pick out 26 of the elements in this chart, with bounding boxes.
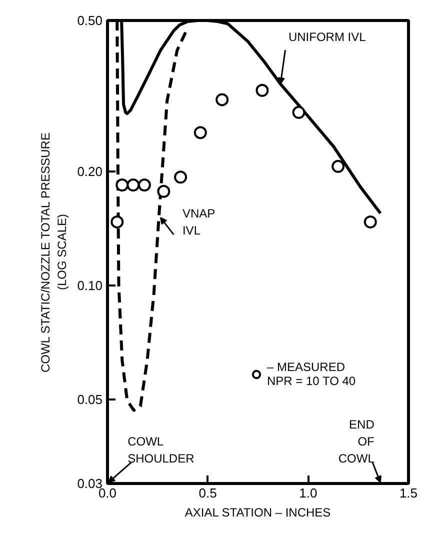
x-tick-label: 1.5 [399,486,418,500]
x-tick-label: 1.0 [299,486,318,500]
annotation: VNAP IVL [182,206,216,238]
point [332,160,345,173]
y-axis-title: COWL STATIC/NOZZLE TOTAL PRESSURE (LOG SCALE) [38,132,70,373]
point [292,106,306,119]
x-axis-title: AXIAL STATION – INCHES [184,506,331,520]
annotation: UNIFORM IVL [288,30,366,44]
y-tick-label: 0.05 [77,392,103,407]
point [126,178,140,192]
point [256,84,269,97]
point [216,93,229,106]
point [116,178,129,192]
annotation: COWL SHOULDER [128,434,195,466]
point [364,215,377,228]
point [194,126,207,140]
point [157,184,170,198]
legend-label: – MEASURED NPR = 10 TO 40 [267,360,356,388]
x-tick-label: 0.5 [198,486,217,500]
point [138,178,151,192]
annotation: END OF COWL [338,418,375,466]
y-tick-label: 0.10 [77,278,103,293]
y-tick-label: 0.50 [77,13,103,28]
y-tick-label: 0.20 [77,164,103,179]
point [110,215,124,228]
point [174,170,188,184]
